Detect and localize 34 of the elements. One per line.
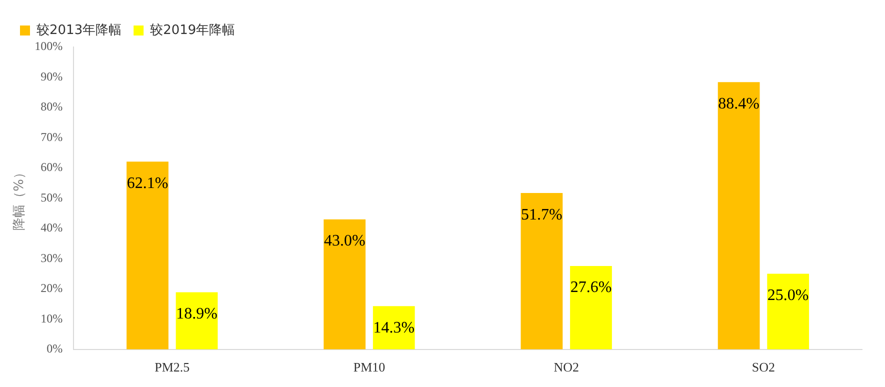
- legend-label: 较2013年降幅: [36, 22, 122, 38]
- y-tick-label: 60%: [40, 160, 63, 174]
- data-label: 43.0%: [324, 232, 366, 250]
- y-tick-label: 100%: [34, 39, 63, 54]
- bar: [520, 193, 563, 350]
- data-label: 88.4%: [718, 95, 760, 112]
- x-tick-label: PM10: [353, 360, 386, 375]
- y-tick-label: 80%: [40, 100, 63, 114]
- y-tick-label: 50%: [40, 190, 63, 204]
- data-label: 14.3%: [373, 319, 415, 336]
- y-tick-label: 0%: [46, 342, 63, 356]
- y-tick-label: 20%: [40, 281, 63, 296]
- y-axis-title: 降幅（%）: [12, 166, 28, 230]
- y-tick-label: 10%: [40, 311, 63, 326]
- bar: [324, 219, 366, 350]
- x-tick-label: PM2.5: [154, 360, 190, 375]
- y-tick-label: 70%: [40, 130, 63, 144]
- legend-label: 较2019年降幅: [150, 22, 236, 38]
- x-tick-label: NO2: [554, 360, 579, 375]
- bar: [372, 306, 415, 350]
- data-label: 27.6%: [570, 279, 612, 296]
- data-label: 18.9%: [176, 305, 218, 322]
- data-label: 51.7%: [521, 206, 562, 224]
- bar: [570, 266, 612, 350]
- bar: [176, 292, 218, 350]
- y-tick-label: 90%: [40, 69, 63, 84]
- x-tick-label: SO2: [752, 360, 776, 375]
- y-tick-label: 30%: [40, 250, 63, 265]
- bar: [767, 274, 810, 350]
- bar: [126, 162, 168, 350]
- data-label: 25.0%: [767, 287, 809, 304]
- data-label: 62.1%: [126, 174, 168, 192]
- bar: [718, 82, 760, 350]
- y-tick-label: 40%: [40, 220, 63, 235]
